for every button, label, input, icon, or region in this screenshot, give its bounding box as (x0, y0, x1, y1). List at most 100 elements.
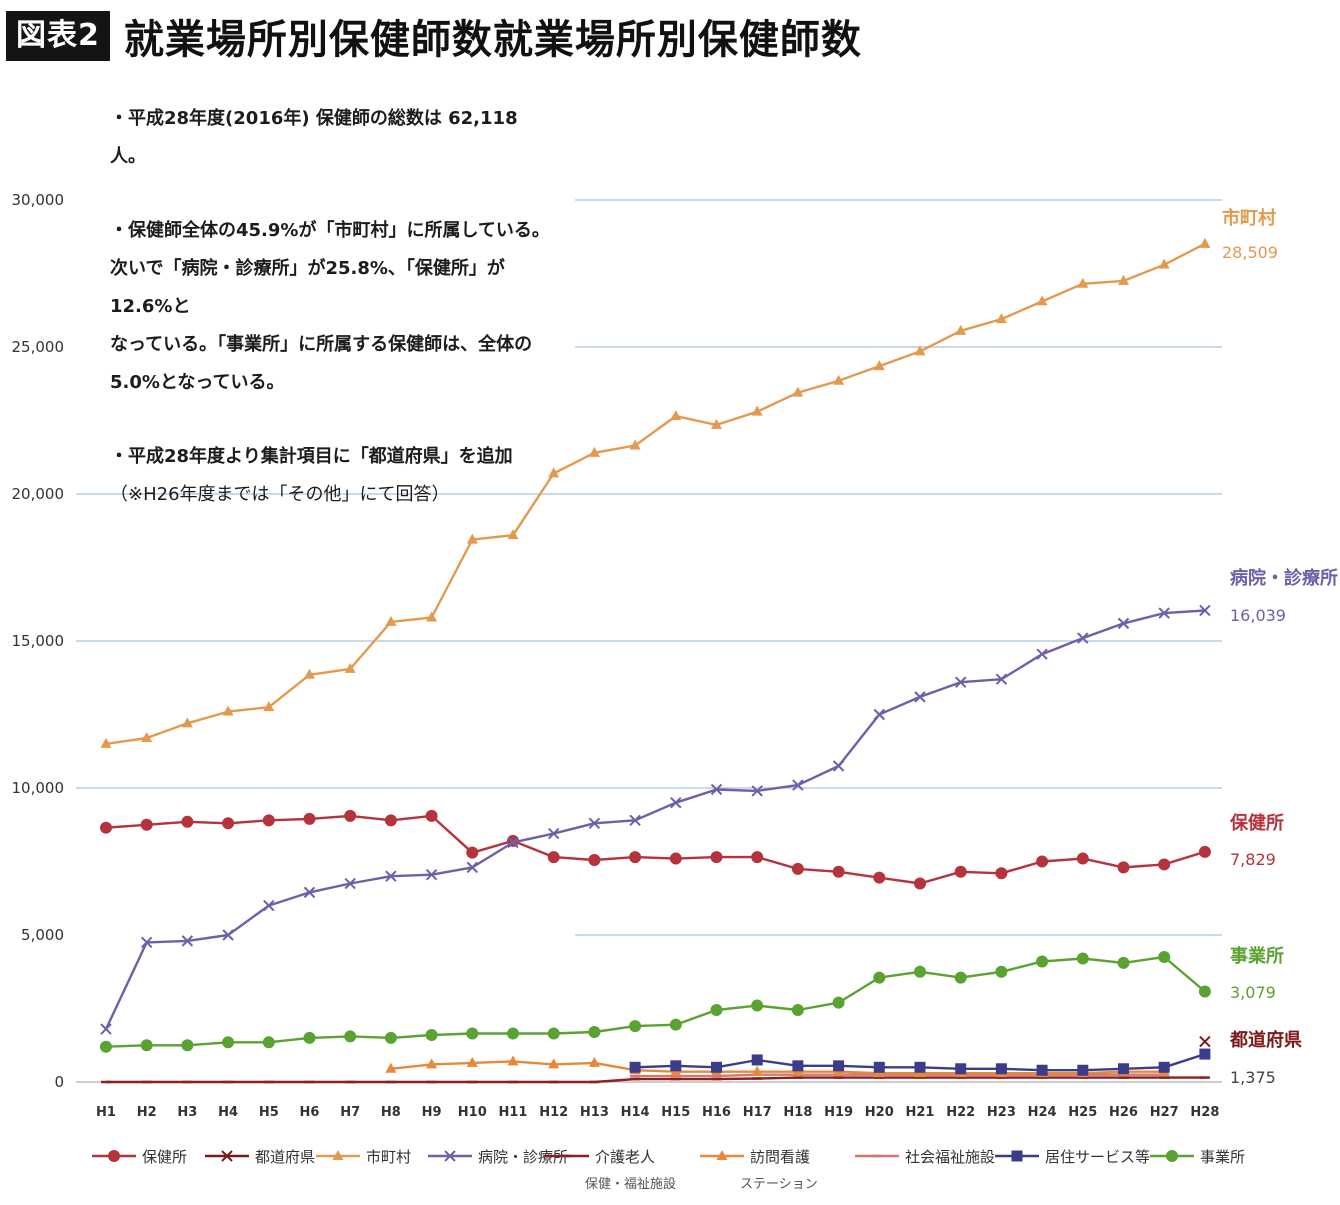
data-point-jigyosho (629, 1020, 642, 1033)
x-tick-label: H12 (539, 1105, 568, 1120)
data-point-hokenjo (100, 821, 112, 834)
end-label-jigyosho: 事業所 (1230, 945, 1284, 967)
data-point-byoin (100, 1023, 112, 1035)
notes-block: ・平成28年度(2016年) 保健師の総数は 62,118人。 ・保健師全体の4… (110, 100, 550, 514)
x-tick-label: H19 (824, 1105, 853, 1120)
data-point-shichoson (873, 360, 885, 371)
series-line-kaigo (106, 1076, 1205, 1084)
data-point-shichoson (588, 446, 600, 457)
data-point-shichoson (792, 386, 804, 397)
data-point-hokenjo (466, 846, 479, 859)
end-value-hokenjo: 7,829 (1230, 850, 1276, 869)
data-point-shichoson (833, 374, 845, 385)
legend-marker-todofuken (221, 1150, 233, 1162)
data-point-homon (588, 1056, 600, 1067)
data-point-byoin (344, 877, 356, 890)
data-point-shichoson (1036, 295, 1048, 306)
data-point-hokenjo (181, 815, 194, 828)
data-point-byoin (425, 869, 438, 881)
data-point-hokenjo (954, 865, 967, 878)
data-point-shichoson (629, 439, 641, 450)
data-point-byoin (1036, 648, 1048, 660)
data-point-shichoson (100, 737, 112, 748)
x-tick-label: H15 (661, 1105, 690, 1120)
data-point-shichoson (304, 668, 315, 679)
data-point-hokenjo (873, 871, 886, 884)
end-label-shichoson: 市町村 (1222, 207, 1276, 229)
data-point-shichoson (751, 405, 763, 416)
data-point-jigyosho (140, 1039, 153, 1052)
data-point-hokenjo (791, 862, 804, 875)
note-line-3b: （※H26年度までは「その他」にて回答） (110, 484, 450, 505)
legend-marker-jigyosho (1166, 1150, 1178, 1162)
data-point-byoin (181, 935, 194, 947)
data-point-hokenjo (914, 877, 926, 890)
data-point-shichoson (263, 701, 275, 712)
data-point-hokenjo (1198, 845, 1211, 858)
data-point-jigyosho (832, 996, 845, 1009)
data-point-shichoson (955, 324, 967, 335)
x-tick-label: H18 (783, 1105, 812, 1120)
data-point-byoin (995, 673, 1008, 685)
legend-label-homon: 訪問看護 (750, 1148, 810, 1166)
data-point-kyotaku (792, 1060, 804, 1072)
data-point-jigyosho (1117, 956, 1130, 969)
data-point-shichoson (181, 717, 193, 728)
x-tick-label: H10 (458, 1105, 487, 1120)
data-point-kyotaku (914, 1061, 926, 1073)
data-point-byoin (751, 785, 763, 797)
data-point-kyotaku (1077, 1064, 1089, 1076)
data-point-jigyosho (507, 1027, 519, 1040)
x-tick-label: H2 (137, 1105, 157, 1120)
x-tick-label: H9 (422, 1105, 442, 1120)
data-point-byoin (466, 861, 479, 874)
legend-label-kaigo: 介護老人 (595, 1148, 655, 1166)
data-point-shichoson (466, 533, 478, 544)
data-point-homon (751, 1065, 763, 1076)
data-point-kyotaku (1158, 1061, 1170, 1073)
data-point-hokenjo (1076, 852, 1089, 865)
data-point-jigyosho (710, 1003, 723, 1016)
data-point-jigyosho (1158, 951, 1171, 964)
data-point-kyotaku (1199, 1048, 1211, 1060)
legend-sublabel-homon: ステーション (740, 1177, 818, 1192)
x-tick-label: H20 (865, 1105, 894, 1120)
legend-marker-hokenjo (108, 1150, 120, 1162)
note-line-1: ・平成28年度(2016年) 保健師の総数は 62,118人。 (110, 108, 518, 167)
y-tick-label: 30,000 (12, 191, 65, 209)
legend-label-byoin: 病院・診療所 (478, 1148, 568, 1166)
data-point-homon (426, 1058, 438, 1069)
data-point-jigyosho (873, 971, 886, 984)
data-point-jigyosho (1198, 985, 1211, 998)
data-point-jigyosho (751, 999, 764, 1012)
data-point-byoin (670, 796, 682, 809)
data-point-jigyosho (547, 1027, 560, 1040)
x-tick-label: H3 (177, 1105, 197, 1120)
data-point-shichoson (548, 467, 560, 478)
x-tick-label: H5 (259, 1105, 279, 1120)
series-line-hokenjo (105, 814, 1206, 885)
legend-label-shakai: 社会福祉施設 (905, 1148, 995, 1166)
data-point-hokenjo (995, 867, 1008, 880)
data-point-jigyosho (303, 1031, 316, 1044)
note-line-2d: 5.0%となっている。 (110, 372, 285, 393)
data-point-byoin (710, 783, 723, 796)
data-point-shichoson (426, 611, 438, 622)
data-point-byoin (263, 899, 275, 912)
data-point-byoin (914, 691, 926, 703)
data-point-jigyosho (995, 965, 1008, 978)
data-point-shichoson (1118, 274, 1129, 285)
data-point-hokenjo (710, 851, 723, 864)
data-point-kyotaku (1036, 1064, 1048, 1076)
data-point-byoin (792, 779, 804, 791)
data-point-hokenjo (222, 817, 235, 830)
x-tick-label: H11 (499, 1105, 528, 1120)
x-tick-label: H26 (1109, 1105, 1138, 1120)
x-tick-label: H7 (340, 1105, 360, 1120)
y-tick-label: 0 (54, 1073, 64, 1091)
data-point-byoin (1077, 632, 1089, 644)
x-tick-label: H27 (1150, 1105, 1179, 1120)
data-point-hokenjo (425, 809, 438, 822)
data-point-hokenjo (303, 812, 316, 825)
